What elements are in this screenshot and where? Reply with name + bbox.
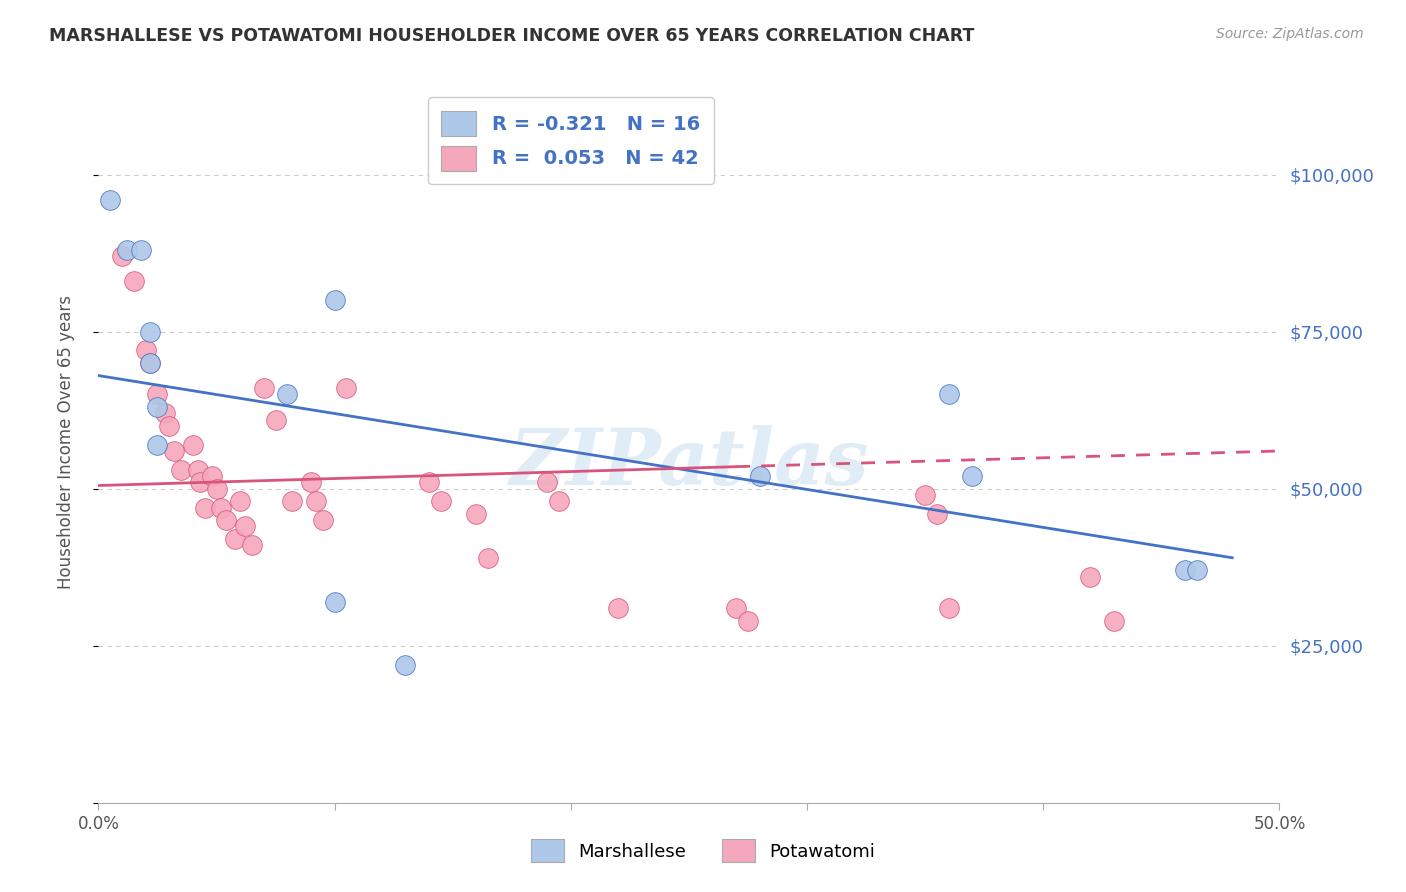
- Point: [925, 507, 948, 521]
- Point: [312, 513, 335, 527]
- Point: [1080, 569, 1102, 583]
- Point: [139, 325, 162, 339]
- Point: [201, 469, 224, 483]
- Y-axis label: Householder Income Over 65 years: Householder Income Over 65 years: [56, 294, 75, 589]
- Point: [418, 475, 440, 490]
- Point: [139, 356, 162, 370]
- Point: [725, 601, 748, 615]
- Point: [281, 494, 304, 508]
- Point: [748, 469, 770, 483]
- Point: [209, 500, 232, 515]
- Legend: R = -0.321   N = 16, R =  0.053   N = 42: R = -0.321 N = 16, R = 0.053 N = 42: [427, 97, 714, 184]
- Point: [170, 463, 193, 477]
- Point: [335, 381, 357, 395]
- Point: [157, 418, 180, 433]
- Point: [146, 438, 169, 452]
- Point: [253, 381, 276, 395]
- Point: [938, 601, 960, 615]
- Point: [240, 538, 263, 552]
- Point: [548, 494, 571, 508]
- Point: [323, 293, 346, 308]
- Point: [215, 513, 238, 527]
- Point: [129, 243, 152, 257]
- Point: [737, 614, 759, 628]
- Point: [233, 519, 256, 533]
- Point: [122, 274, 145, 288]
- Point: [224, 532, 246, 546]
- Point: [1102, 614, 1125, 628]
- Point: [163, 444, 186, 458]
- Point: [188, 475, 211, 490]
- Point: [1174, 563, 1197, 577]
- Point: [938, 387, 960, 401]
- Point: [430, 494, 453, 508]
- Point: [111, 249, 134, 263]
- Point: [323, 595, 346, 609]
- Text: Source: ZipAtlas.com: Source: ZipAtlas.com: [1216, 27, 1364, 41]
- Point: [962, 469, 984, 483]
- Point: [299, 475, 322, 490]
- Point: [465, 507, 488, 521]
- Legend: Marshallese, Potawatomi: Marshallese, Potawatomi: [524, 832, 882, 870]
- Point: [98, 193, 121, 207]
- Point: [394, 657, 416, 672]
- Point: [115, 243, 138, 257]
- Point: [153, 406, 176, 420]
- Point: [607, 601, 630, 615]
- Point: [1185, 563, 1208, 577]
- Point: [135, 343, 157, 358]
- Point: [477, 550, 499, 565]
- Point: [146, 400, 169, 414]
- Point: [536, 475, 558, 490]
- Text: MARSHALLESE VS POTAWATOMI HOUSEHOLDER INCOME OVER 65 YEARS CORRELATION CHART: MARSHALLESE VS POTAWATOMI HOUSEHOLDER IN…: [49, 27, 974, 45]
- Point: [276, 387, 298, 401]
- Point: [264, 412, 287, 426]
- Text: ZIPatlas: ZIPatlas: [509, 425, 869, 501]
- Point: [187, 463, 209, 477]
- Point: [229, 494, 252, 508]
- Point: [305, 494, 328, 508]
- Point: [181, 438, 204, 452]
- Point: [146, 387, 169, 401]
- Point: [914, 488, 936, 502]
- Point: [205, 482, 228, 496]
- Point: [194, 500, 217, 515]
- Point: [139, 356, 162, 370]
